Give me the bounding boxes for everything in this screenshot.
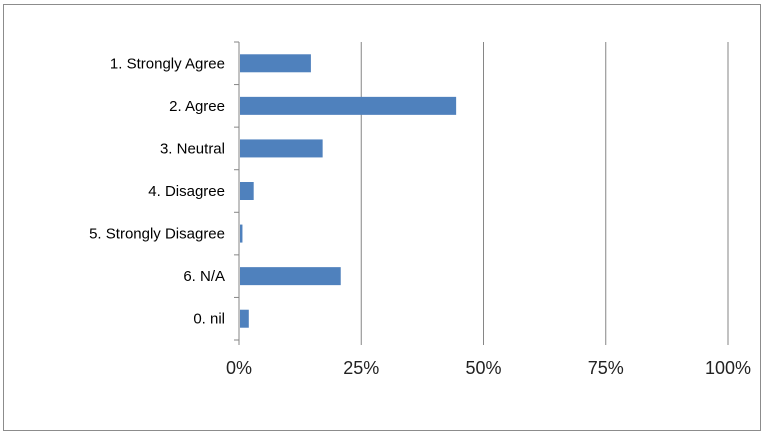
x-tick-label: 75%	[588, 358, 624, 378]
x-tick-label: 100%	[705, 358, 751, 378]
category-labels: 1. Strongly Agree 2. Agree 3. Neutral 4. Di…	[89, 55, 225, 327]
bar-6	[240, 267, 341, 286]
bar-7	[240, 309, 249, 328]
category-label: 1. Strongly Agree	[110, 55, 225, 72]
category-label: 2. Agree	[169, 98, 225, 115]
bar-2	[240, 96, 457, 115]
chart-frame: 1. Strongly Agree 2. Agree 3. Neutral 4. Di…	[3, 4, 761, 431]
x-tick-labels: 0% 25% 50% 75% 100%	[226, 358, 751, 378]
x-tick-label: 50%	[465, 358, 501, 378]
x-tick-label: 0%	[226, 358, 252, 378]
bar-3	[240, 139, 323, 158]
category-label: 4. Disagree	[148, 183, 225, 200]
gridlines	[360, 42, 729, 340]
bar-5	[240, 224, 243, 243]
bar-1	[240, 54, 311, 73]
category-label: 0. nil	[193, 311, 225, 328]
x-tick-label: 25%	[343, 358, 379, 378]
category-label: 6. N/A	[183, 268, 225, 285]
bars	[240, 54, 457, 328]
bar-4	[240, 182, 254, 200]
bar-chart: 1. Strongly Agree 2. Agree 3. Neutral 4. Di…	[89, 41, 751, 378]
category-label: 5. Strongly Disagree	[89, 226, 225, 243]
axes	[234, 41, 729, 345]
category-label: 3. Neutral	[160, 140, 225, 157]
